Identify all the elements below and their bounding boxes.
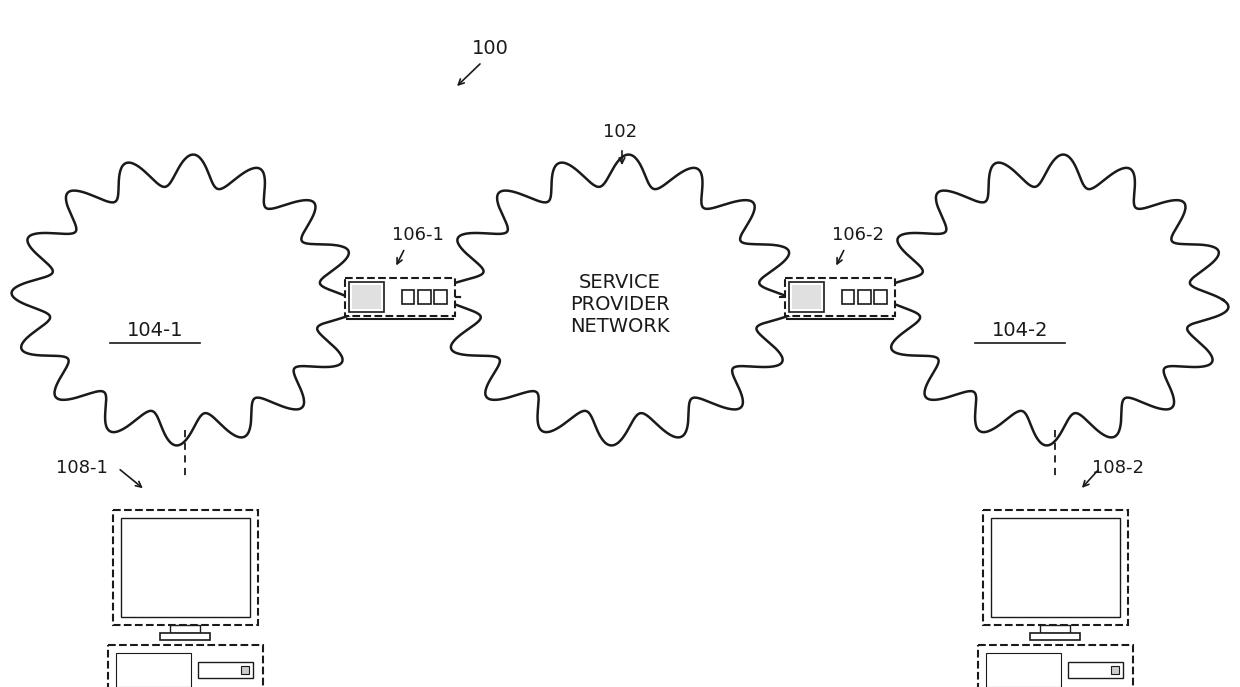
Bar xyxy=(977,645,1132,687)
Bar xyxy=(434,290,446,304)
Bar xyxy=(785,278,895,316)
Polygon shape xyxy=(882,155,1229,445)
Bar xyxy=(982,510,1127,625)
Bar xyxy=(348,282,384,312)
Text: 106-1: 106-1 xyxy=(392,226,444,244)
Text: 100: 100 xyxy=(471,38,508,58)
Text: 104-2: 104-2 xyxy=(992,321,1048,339)
Bar xyxy=(991,518,1120,617)
Bar xyxy=(418,290,430,304)
Bar xyxy=(115,653,191,687)
Bar xyxy=(1030,633,1080,640)
Bar xyxy=(874,290,887,304)
Bar xyxy=(1068,662,1122,678)
Polygon shape xyxy=(11,155,358,445)
Bar xyxy=(120,518,249,617)
Bar xyxy=(108,645,263,687)
Bar xyxy=(792,285,821,309)
Text: SERVICE
PROVIDER
NETWORK: SERVICE PROVIDER NETWORK xyxy=(570,273,670,337)
Bar xyxy=(1111,666,1118,674)
Bar xyxy=(241,666,248,674)
Polygon shape xyxy=(441,155,799,445)
Bar xyxy=(197,662,253,678)
Bar xyxy=(352,285,381,309)
Text: 104-1: 104-1 xyxy=(126,321,184,339)
Text: 102: 102 xyxy=(603,123,637,141)
Text: 106-2: 106-2 xyxy=(832,226,884,244)
Bar xyxy=(986,653,1060,687)
Bar xyxy=(113,510,258,625)
Bar xyxy=(345,278,455,316)
Bar xyxy=(170,625,200,633)
Bar xyxy=(789,282,825,312)
Text: 108-1: 108-1 xyxy=(56,459,108,477)
Bar xyxy=(842,290,854,304)
Bar xyxy=(160,633,210,640)
Bar xyxy=(402,290,414,304)
Bar xyxy=(1040,625,1070,633)
Text: 108-2: 108-2 xyxy=(1092,459,1145,477)
Bar xyxy=(858,290,870,304)
